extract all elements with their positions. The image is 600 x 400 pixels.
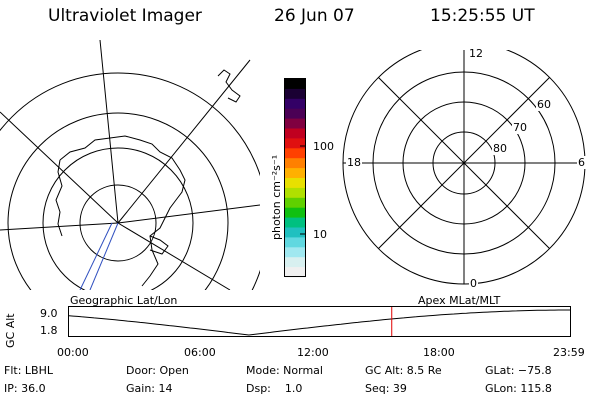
gc-alt-status: GC Alt: 8.5 Re <box>365 364 442 377</box>
lat-circle <box>79 184 157 262</box>
colorbar-cell <box>285 247 306 258</box>
colorbar-unit-label: photon cm⁻²s⁻¹ <box>270 154 283 240</box>
seq-status: Seq: 39 <box>365 382 407 395</box>
colorbar-cell <box>285 187 306 199</box>
colorbar-cell <box>285 257 306 268</box>
colorbar-cell <box>285 158 306 169</box>
colorbar-cell <box>285 217 306 228</box>
colorbar-cell <box>285 88 306 100</box>
lat-circle <box>0 72 260 290</box>
timeline-y-top: 9.0 <box>40 307 58 320</box>
mlat-label-60: 60 <box>536 98 552 111</box>
date-label: 26 Jun 07 <box>274 6 355 26</box>
mode-status: Mode: Normal <box>246 364 323 377</box>
satellite-track <box>89 222 119 290</box>
door-status: Door: Open <box>126 364 189 377</box>
ip-status: IP: 36.0 <box>4 382 46 395</box>
mlat-label-70: 70 <box>512 121 528 134</box>
timeline-frame <box>68 306 571 337</box>
lon-line <box>99 40 119 224</box>
x-tick-0600: 06:00 <box>184 346 216 359</box>
timeline-left-title: Geographic Lat/Lon <box>70 294 178 307</box>
x-tick-1800: 18:00 <box>423 346 455 359</box>
x-tick-1200: 12:00 <box>297 346 329 359</box>
colorbar-tick-100: 100 <box>313 140 334 153</box>
glon-status: GLon: 115.8 <box>485 382 552 395</box>
lat-circle <box>7 112 229 290</box>
colorbar-cell <box>285 138 306 149</box>
x-tick-2359: 23:59 <box>553 346 585 359</box>
mlat-label-80: 80 <box>492 142 508 155</box>
gain-status: Gain: 14 <box>126 382 173 395</box>
x-tick-0000: 00:00 <box>57 346 89 359</box>
colorbar-cell <box>285 148 306 159</box>
mlt-label-0: 0 <box>469 277 478 290</box>
dsp-status: Dsp: 1.0 <box>246 382 303 395</box>
colorbar-cell <box>285 207 306 219</box>
lon-line <box>117 222 231 290</box>
lat-circle <box>42 147 194 290</box>
colorbar-tick-10: 10 <box>313 228 327 241</box>
filter-status: Flt: LBHL <box>4 364 53 377</box>
lon-line <box>117 204 260 224</box>
colorbar-cell <box>285 98 306 110</box>
timeline-right-title: Apex MLat/MLT <box>418 294 501 307</box>
lon-line <box>117 59 251 224</box>
satellite-track <box>79 222 113 290</box>
timeline-axis-label: GC Alt <box>4 313 17 348</box>
mlt-label-6: 6 <box>577 156 586 169</box>
colorbar-cell <box>285 178 306 189</box>
colorbar-cell <box>285 168 306 179</box>
colorbar-cell <box>285 108 306 120</box>
timeline-y-bottom: 1.8 <box>40 324 58 337</box>
time-label: 15:25:55 UT <box>430 6 535 26</box>
colorbar-cell <box>285 227 306 238</box>
polar-grid <box>342 50 586 285</box>
colorbar-cell <box>285 197 306 209</box>
coast-detail <box>149 235 169 255</box>
colorbar-cell <box>285 237 306 248</box>
instrument-title: Ultraviolet Imager <box>48 6 202 26</box>
altitude-timeline <box>68 306 571 337</box>
mlt-label-12: 12 <box>468 47 484 60</box>
continent-outline <box>55 135 186 287</box>
colorbar <box>284 78 306 278</box>
altitude-curve <box>68 309 571 336</box>
mlt-label-18: 18 <box>346 156 362 169</box>
glat-status: GLat: −75.8 <box>485 364 552 377</box>
coast-detail <box>217 69 241 103</box>
colorbar-cell <box>285 79 306 90</box>
geographic-map <box>0 40 260 290</box>
colorbar-cell <box>285 128 306 139</box>
colorbar-cell <box>285 267 306 278</box>
colorbar-cell <box>285 118 306 129</box>
